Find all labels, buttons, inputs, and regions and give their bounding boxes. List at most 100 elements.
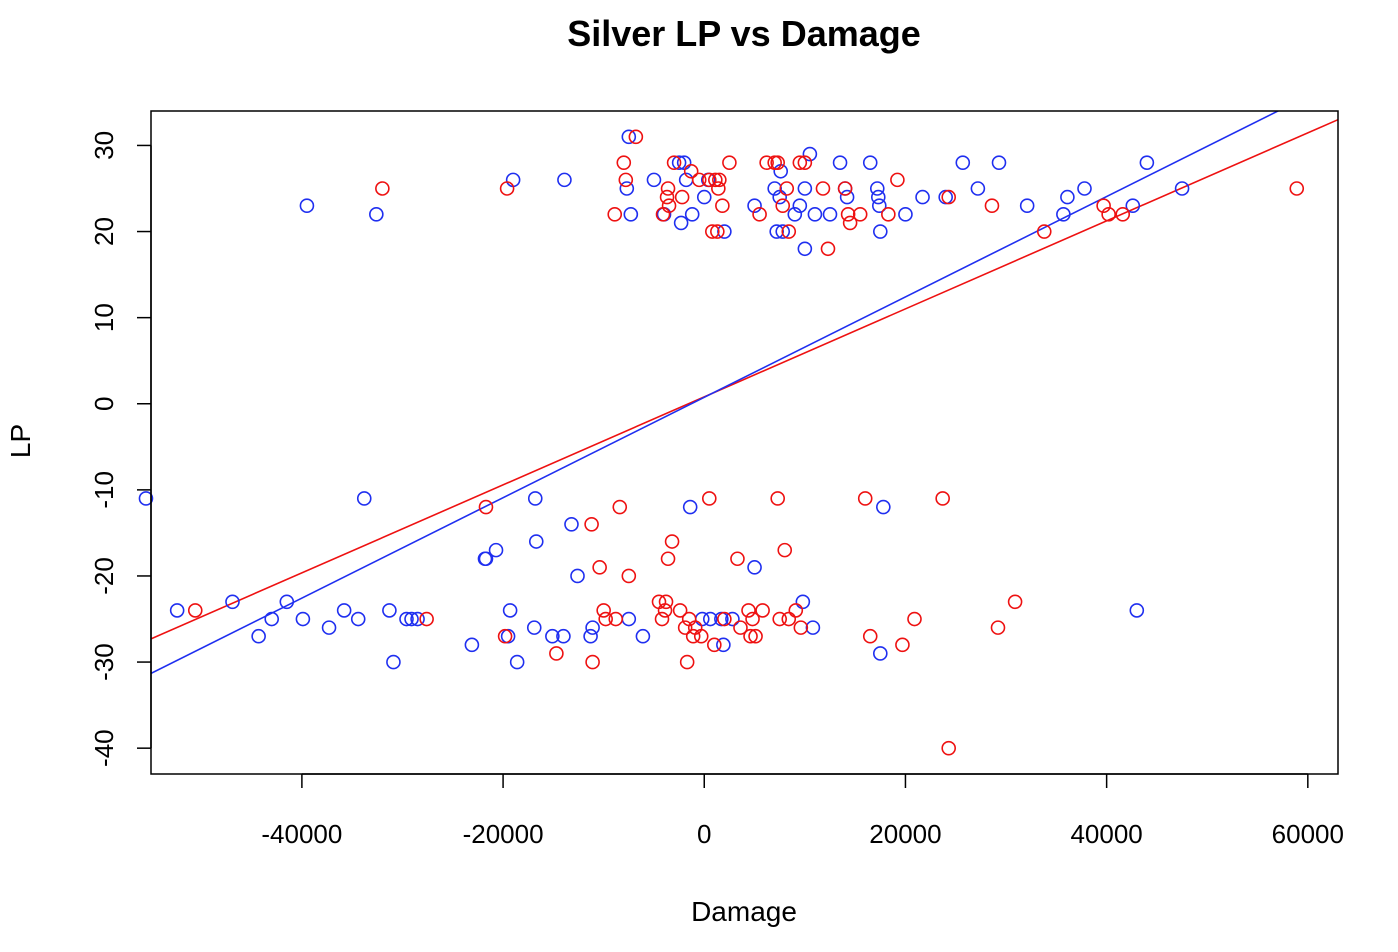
blue-point [795,594,811,610]
red-point [707,637,722,653]
data-points [138,129,1305,756]
blue-point [716,637,731,653]
blue-point [295,611,311,627]
red-regression-line [151,118,1338,640]
blue-point [876,499,891,515]
red-point [722,155,737,170]
red-point [705,224,720,239]
blue-point [839,189,855,205]
red-point [658,594,674,610]
blue-point [822,207,838,222]
red-point [743,628,758,644]
red-point [661,198,677,214]
x-axis: -40000 -20000 0 20000 40000 60000 [261,773,1344,849]
blue-point [350,611,366,627]
red-point [712,172,727,188]
blue-point [299,198,315,214]
red-point [815,181,831,196]
blue-point [832,155,848,170]
y-tick-label: -30 [89,643,119,681]
red-point [666,155,682,170]
blue-point [545,628,560,644]
red-point [781,611,797,627]
red-point [621,568,637,584]
blue-point [869,181,885,196]
red-point [660,181,676,196]
x-tick-label: 0 [697,819,711,849]
red-point [759,155,774,170]
blue-point [915,189,930,205]
blue-point [556,628,571,644]
red-point [717,611,732,627]
red-point [752,207,767,222]
blue-regression-line [151,111,1280,675]
blue-point [1077,181,1092,196]
red-series [187,129,1305,756]
red-point [748,628,763,644]
blue-point [671,155,687,170]
blue-point [336,603,352,618]
blue-point [682,499,698,515]
blue-point [500,628,516,644]
blue-point [797,181,813,196]
x-axis-label: Damage [691,896,797,927]
blue-point [898,207,913,222]
blue-point [767,181,782,196]
red-point [660,551,676,567]
red-point [608,611,624,627]
x-tick-label: -20000 [463,819,544,849]
red-point [941,740,957,756]
red-point [685,628,701,644]
blue-point [635,628,651,644]
red-point [895,637,910,653]
red-point [935,491,950,506]
blue-point [321,620,337,635]
blue-point [264,611,280,627]
red-point [419,611,434,627]
blue-point [684,207,700,222]
blue-point [169,603,185,618]
blue-point [564,516,579,532]
red-point [683,163,699,179]
y-tick-label: 0 [89,397,119,411]
red-point [585,654,600,670]
red-point [598,611,613,627]
blue-point [478,551,494,567]
red-point [793,620,809,635]
blue-point [1056,207,1071,222]
red-point [679,654,695,670]
blue-point [251,628,266,644]
blue-point [356,491,372,506]
blue-point [696,189,712,205]
blue-point [621,611,637,627]
blue-point [873,646,888,661]
blue-point [464,637,480,653]
blue-point [619,181,635,196]
blue-point [528,534,544,549]
red-point [616,155,632,170]
chart-title: Silver LP vs Damage [567,13,921,54]
red-point [907,611,922,627]
blue-point [399,611,414,627]
blue-point [1125,198,1141,214]
red-point [772,611,788,627]
red-point [862,628,878,644]
blue-point [369,207,384,222]
red-point [755,603,770,618]
red-point [941,189,957,205]
red-point [770,491,785,506]
y-axis: -40 -30 -20 -10 0 10 20 30 [89,131,152,767]
red-point [779,181,795,196]
red-point [775,198,791,214]
blue-point [792,198,808,214]
regression-lines [151,111,1338,675]
red-point [890,172,905,188]
blue-point [583,628,598,644]
red-point [711,181,726,196]
red-point [840,207,856,222]
y-tick-label: 10 [89,303,119,332]
blue-point [279,594,295,610]
red-point [730,551,745,567]
blue-point [673,215,689,231]
